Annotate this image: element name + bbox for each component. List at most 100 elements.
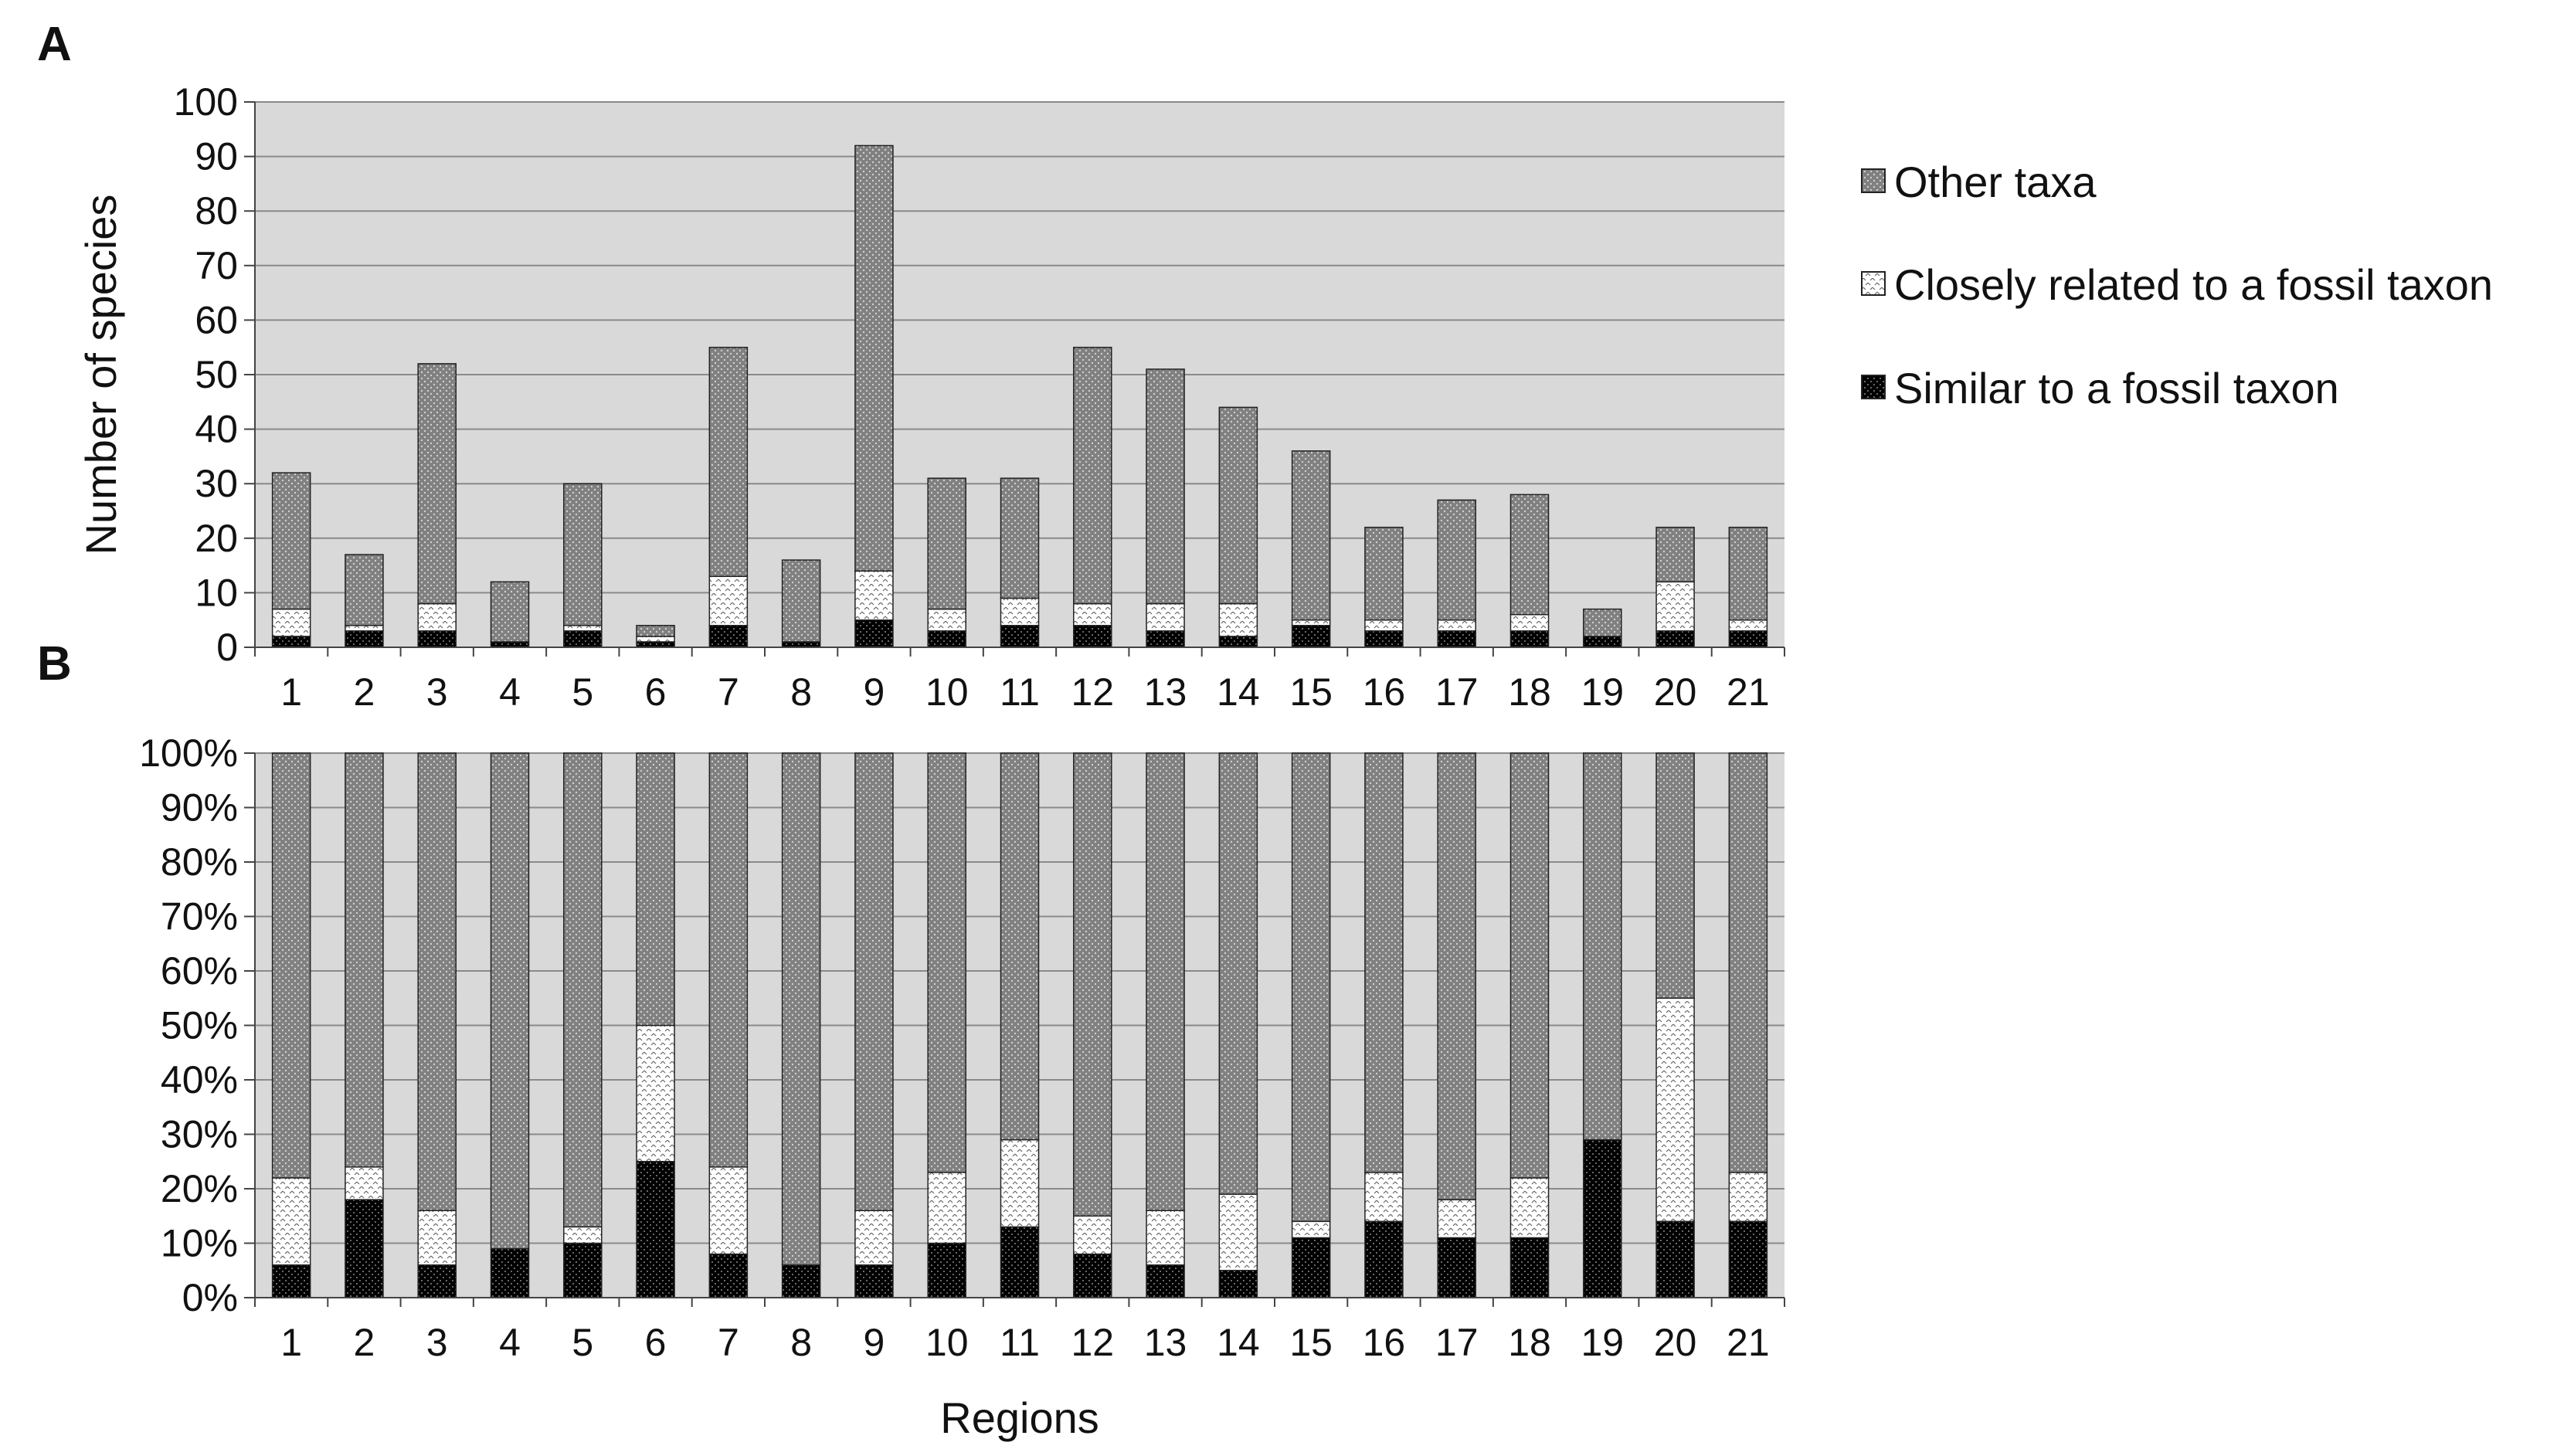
x-tick-label: 16 [1363,670,1406,714]
bar-segment-other [636,625,675,637]
bar-segment-closely-related [1655,581,1695,632]
bar-segment-closely-related [1073,1215,1112,1255]
bar-segment-similar [1073,625,1112,648]
bar-segment-closely-related [563,625,603,632]
bar-segment-similar [271,1264,311,1298]
bar-segment-other [927,752,966,1173]
bar-segment-closely-related [345,1166,384,1200]
bar-segment-closely-related [1073,602,1112,626]
bar-segment-similar [854,619,894,648]
bar-segment-other [563,483,603,626]
bar-segment-similar [563,630,603,648]
panel-b-bars [271,752,1768,1298]
bar-segment-closely-related [708,575,749,626]
bar-segment-similar [345,630,384,648]
x-tick-label: 15 [1289,1321,1333,1364]
panel-b-x-axis-title: Regions [940,1393,1099,1442]
bar-segment-other [345,752,384,1168]
x-tick-label: 2 [354,670,375,714]
bar-segment-similar [417,1264,457,1298]
bar-segment-closely-related [345,625,384,632]
panel-a-bars [271,144,1768,648]
bar-segment-similar [1509,1237,1550,1298]
x-tick-label: 14 [1217,1321,1260,1364]
bar-segment-closely-related [1146,1210,1185,1266]
bar-segment-other [1218,752,1258,1195]
x-tick-label: 6 [645,670,667,714]
x-tick-label: 12 [1071,670,1114,714]
x-tick-label: 5 [572,1321,593,1364]
bar-segment-similar [1146,630,1185,648]
bar-segment-other [563,752,603,1228]
bar-segment-similar [1437,630,1476,648]
bar-segment-other [271,752,311,1179]
x-tick-label: 4 [499,1321,521,1364]
bar-segment-similar [1655,1220,1695,1298]
legend-label-other: Other taxa [1894,158,2097,206]
legend-item-similar: Similar to a fossil taxon [1861,364,2339,412]
x-tick-label: 8 [790,670,812,714]
y-tick-label: 80 [195,189,238,232]
x-tick-label: 17 [1435,670,1479,714]
bar-segment-other [1583,752,1622,1141]
bar-segment-other [781,559,821,643]
bar-segment-closely-related [271,608,311,637]
bar-segment-other [1364,752,1404,1173]
y-tick-label: 80% [161,840,238,884]
x-tick-label: 20 [1654,670,1697,714]
bar-segment-similar [1291,625,1331,648]
bar-segment-similar [490,641,530,648]
bar-segment-closely-related [854,1210,894,1266]
y-tick-label: 10% [161,1222,238,1265]
bar-segment-similar [1728,630,1768,648]
x-tick-label: 20 [1654,1321,1697,1364]
bar-segment-other [781,752,821,1266]
bar-segment-similar [1509,630,1550,648]
y-tick-label: 60 [195,298,238,341]
x-tick-label: 21 [1727,1321,1770,1364]
x-tick-label: 9 [864,1321,885,1364]
bar-segment-closely-related [1291,1220,1331,1239]
bar-segment-closely-related [1509,1177,1550,1239]
bar-segment-similar [1728,1220,1768,1298]
bar-segment-other [1073,346,1112,605]
bar-segment-closely-related [1218,1193,1258,1271]
bar-segment-closely-related [1655,997,1695,1223]
bar-segment-closely-related [1364,619,1404,632]
x-tick-label: 19 [1581,670,1624,714]
x-tick-label: 11 [1000,1321,1040,1364]
bar-segment-similar [1583,1139,1622,1298]
x-tick-label: 11 [1000,670,1040,714]
bar-segment-other [1291,752,1331,1223]
bar-segment-closely-related [1000,1139,1040,1228]
panel-a-x-ticks: 1 2 3 4 5 6 7 8 9 10 11 12 13 14 15 16 17 18 19 20 21 [254,647,1785,714]
panel-b-label: B [37,637,72,691]
bar-segment-similar [271,636,311,648]
panel-a-y-ticks: 0 10 20 30 40 50 60 70 80 90 100 [174,80,1784,669]
bar-segment-other [417,752,457,1211]
bar-segment-closely-related [1437,619,1476,632]
legend: Other taxa Closely related to a fossil t… [1861,158,2493,412]
y-tick-label: 10 [195,571,238,614]
bar-segment-similar [927,1242,966,1298]
bar-segment-similar [927,630,966,648]
bar-segment-other [1509,752,1550,1179]
x-tick-label: 21 [1727,670,1770,714]
bar-segment-other [345,554,384,626]
bar-segment-similar [1146,1264,1185,1298]
y-tick-label: 100 [174,80,238,124]
y-tick-label: 0% [182,1276,238,1319]
y-tick-label: 70% [161,895,238,938]
x-tick-label: 6 [645,1321,667,1364]
bar-segment-closely-related [417,602,457,632]
bar-segment-other [490,752,530,1250]
bar-segment-similar [345,1199,384,1298]
bar-segment-closely-related [1218,602,1258,637]
y-tick-label: 20 [195,517,238,560]
x-tick-label: 9 [864,670,885,714]
bar-segment-closely-related [563,1226,603,1244]
bar-segment-similar [1218,636,1258,648]
bar-segment-closely-related [636,1024,675,1162]
